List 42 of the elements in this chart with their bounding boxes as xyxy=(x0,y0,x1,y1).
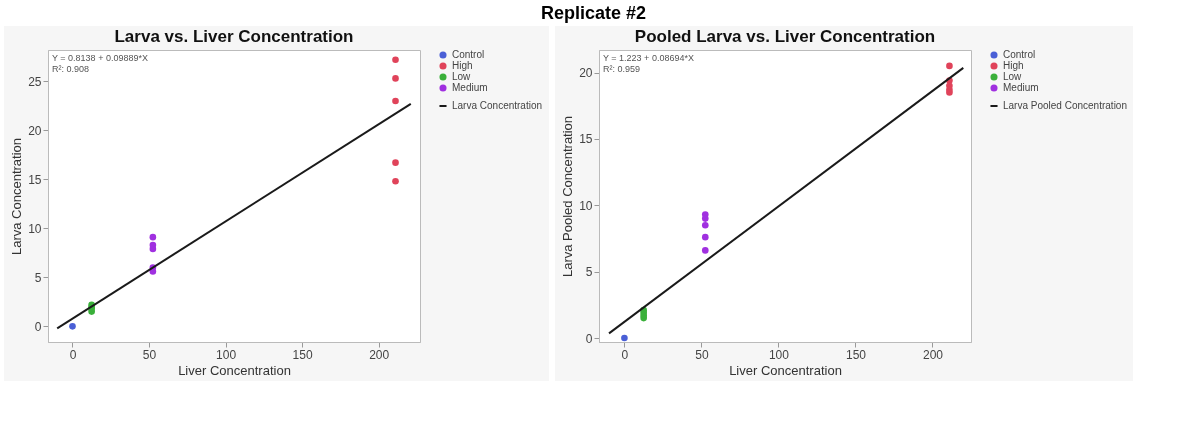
y-axis-title: Larva Concentration xyxy=(9,137,25,256)
y-tick-label: 15 xyxy=(579,132,593,147)
legend-label: High xyxy=(452,60,473,71)
legend-label: Larva Concentration xyxy=(452,100,543,111)
annotation: R²: 0.908 xyxy=(52,64,90,74)
x-tick-label: 0 xyxy=(621,347,629,362)
y-tick-label: 10 xyxy=(579,198,593,213)
legend-label: High xyxy=(1003,60,1024,71)
y-tick-label: 5 xyxy=(585,265,593,280)
x-tick-label: 200 xyxy=(369,347,390,362)
annotation: R²: 0.959 xyxy=(603,64,641,74)
y-tick-label: 0 xyxy=(585,331,593,346)
legend-label: Control xyxy=(1003,49,1036,60)
y-tick-label: 25 xyxy=(28,74,42,89)
legend-label: Low xyxy=(452,71,472,82)
legend-label: Larva Pooled Concentration xyxy=(1003,100,1127,111)
chart-title: Pooled Larva vs. Liver Concentration xyxy=(634,27,936,46)
annotation: Y = 0.8138 + 0.09889*X xyxy=(52,53,148,63)
x-tick-label: 150 xyxy=(845,347,867,362)
legend-label: Medium xyxy=(1003,82,1039,93)
legend-label: Low xyxy=(1003,71,1023,82)
text: Replicate #2 xyxy=(539,2,648,25)
annotation: Y = 1.223 + 0.08694*X xyxy=(603,53,694,63)
y-axis-title: Larva Pooled Concentration xyxy=(560,115,576,278)
x-tick-label: 100 xyxy=(216,347,237,362)
legend-label: Medium xyxy=(452,82,488,93)
x-tick-label: 50 xyxy=(142,347,157,362)
x-tick-label: 50 xyxy=(695,347,709,362)
y-tick-label: 0 xyxy=(34,319,42,334)
x-tick-label: 100 xyxy=(768,347,790,362)
x-axis-title: Liver Concentration xyxy=(729,362,842,378)
y-tick-label: 15 xyxy=(28,172,42,187)
y-tick-label: 20 xyxy=(28,123,42,138)
legend-label: Control xyxy=(452,49,485,60)
x-axis-title: Liver Concentration xyxy=(178,362,291,378)
y-tick-label: 10 xyxy=(28,221,42,236)
y-tick-label: 5 xyxy=(34,270,42,285)
chart-title: Larva vs. Liver Concentration xyxy=(114,27,354,46)
x-tick-label: 150 xyxy=(292,347,313,362)
x-tick-label: 200 xyxy=(922,347,944,362)
y-tick-label: 20 xyxy=(579,66,593,81)
x-tick-label: 0 xyxy=(69,347,77,362)
